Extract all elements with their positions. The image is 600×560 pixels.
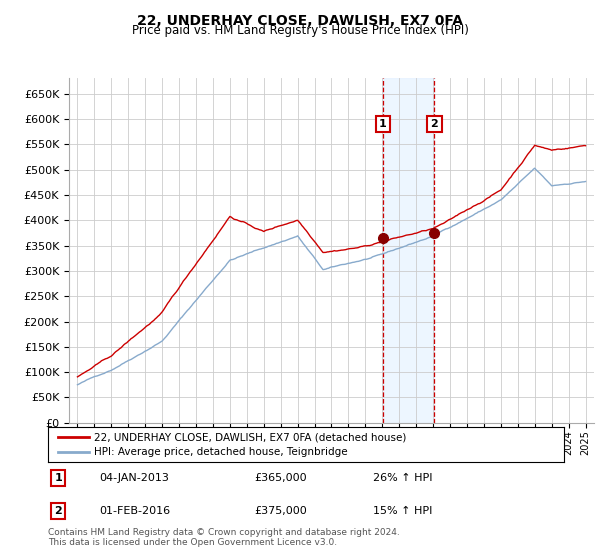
- Text: 01-FEB-2016: 01-FEB-2016: [100, 506, 171, 516]
- Text: 15% ↑ HPI: 15% ↑ HPI: [373, 506, 433, 516]
- Text: 1: 1: [379, 119, 387, 129]
- Text: HPI: Average price, detached house, Teignbridge: HPI: Average price, detached house, Teig…: [94, 447, 348, 458]
- Text: 2: 2: [55, 506, 62, 516]
- Text: 22, UNDERHAY CLOSE, DAWLISH, EX7 0FA (detached house): 22, UNDERHAY CLOSE, DAWLISH, EX7 0FA (de…: [94, 432, 407, 442]
- Text: £365,000: £365,000: [254, 473, 307, 483]
- Text: £375,000: £375,000: [254, 506, 307, 516]
- Text: 04-JAN-2013: 04-JAN-2013: [100, 473, 169, 483]
- Text: 22, UNDERHAY CLOSE, DAWLISH, EX7 0FA: 22, UNDERHAY CLOSE, DAWLISH, EX7 0FA: [137, 14, 463, 28]
- Text: Price paid vs. HM Land Registry's House Price Index (HPI): Price paid vs. HM Land Registry's House …: [131, 24, 469, 36]
- Text: 2: 2: [431, 119, 439, 129]
- Bar: [383, 78, 434, 423]
- Text: Contains HM Land Registry data © Crown copyright and database right 2024.
This d: Contains HM Land Registry data © Crown c…: [48, 528, 400, 547]
- Text: 26% ↑ HPI: 26% ↑ HPI: [373, 473, 433, 483]
- Text: 1: 1: [55, 473, 62, 483]
